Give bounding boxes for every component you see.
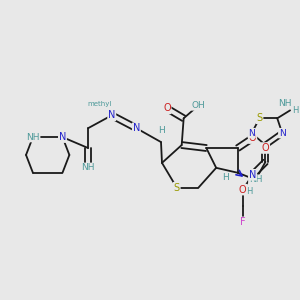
Text: S: S (256, 113, 262, 123)
Text: NH: NH (249, 175, 262, 184)
Text: H: H (292, 106, 298, 115)
Text: N: N (279, 129, 286, 138)
Text: NH: NH (81, 163, 95, 172)
Text: O: O (239, 184, 247, 195)
Text: NH: NH (278, 99, 292, 108)
Text: H: H (247, 187, 253, 196)
Text: N: N (249, 170, 256, 180)
Text: NH: NH (26, 133, 40, 142)
Text: H: H (158, 126, 164, 135)
Text: O: O (163, 103, 171, 113)
Text: O: O (249, 133, 256, 143)
Text: H: H (222, 173, 228, 182)
Text: F: F (240, 217, 246, 227)
Text: O: O (262, 143, 269, 153)
Text: N: N (248, 129, 255, 138)
Text: N: N (108, 110, 116, 120)
Text: methyl: methyl (88, 101, 112, 107)
Text: N: N (59, 132, 66, 142)
Text: S: S (174, 183, 180, 193)
Text: OH: OH (192, 101, 205, 110)
Text: N: N (133, 123, 140, 133)
